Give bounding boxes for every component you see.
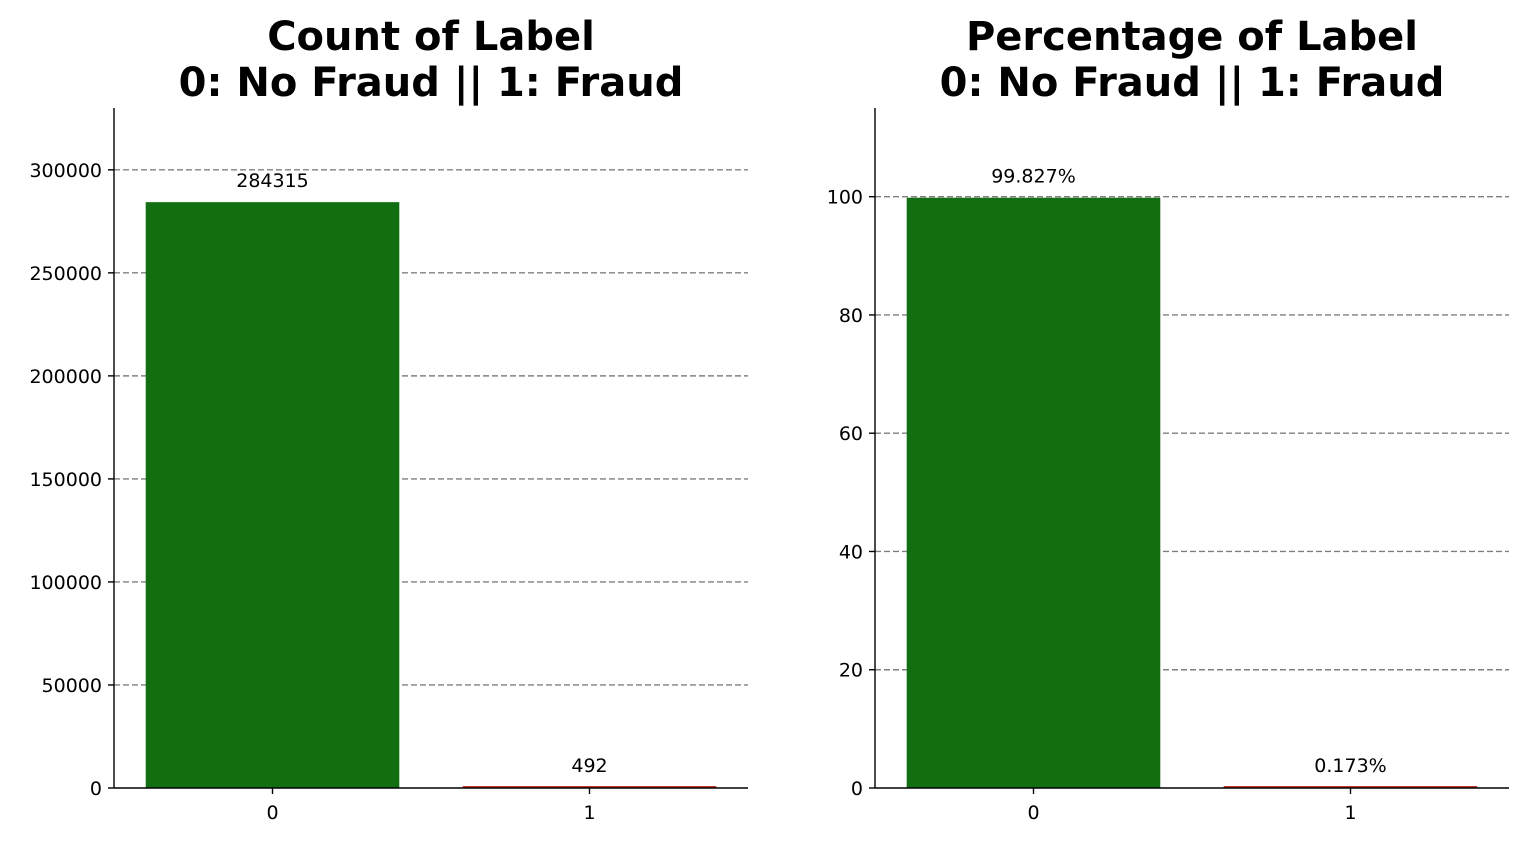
chart-title-line: 0: No Fraud || 1: Fraud [940,60,1445,107]
y-tick-label: 200000 [29,366,102,388]
data-label: 0.173% [1314,755,1386,777]
chart-title-line: Percentage of Label [966,14,1418,60]
bar [906,197,1161,788]
chart-title-line: Count of Label [267,14,595,60]
bar [145,202,400,788]
data-label: 492 [571,755,607,777]
y-tick-label: 250000 [29,263,102,285]
y-tick-label: 60 [839,423,863,445]
y-tick-label: 0 [90,778,102,800]
y-tick-label: 40 [839,541,863,563]
y-tick-label: 0 [851,778,863,800]
bar [1223,786,1478,788]
bar [462,786,717,788]
y-tick-label: 300000 [29,160,102,182]
y-tick-label: 100 [827,187,863,209]
data-label: 284315 [236,170,309,192]
chart-title-line: 0: No Fraud || 1: Fraud [179,60,684,107]
x-tick-label: 1 [1344,802,1356,824]
data-label: 99.827% [991,166,1076,188]
y-tick-label: 150000 [29,469,102,491]
y-tick-label: 50000 [42,675,102,697]
x-tick-label: 0 [266,802,278,824]
y-tick-label: 80 [839,305,863,327]
x-tick-label: 1 [583,802,595,824]
x-tick-label: 0 [1027,802,1039,824]
y-tick-label: 100000 [29,572,102,594]
y-tick-label: 20 [839,660,863,682]
